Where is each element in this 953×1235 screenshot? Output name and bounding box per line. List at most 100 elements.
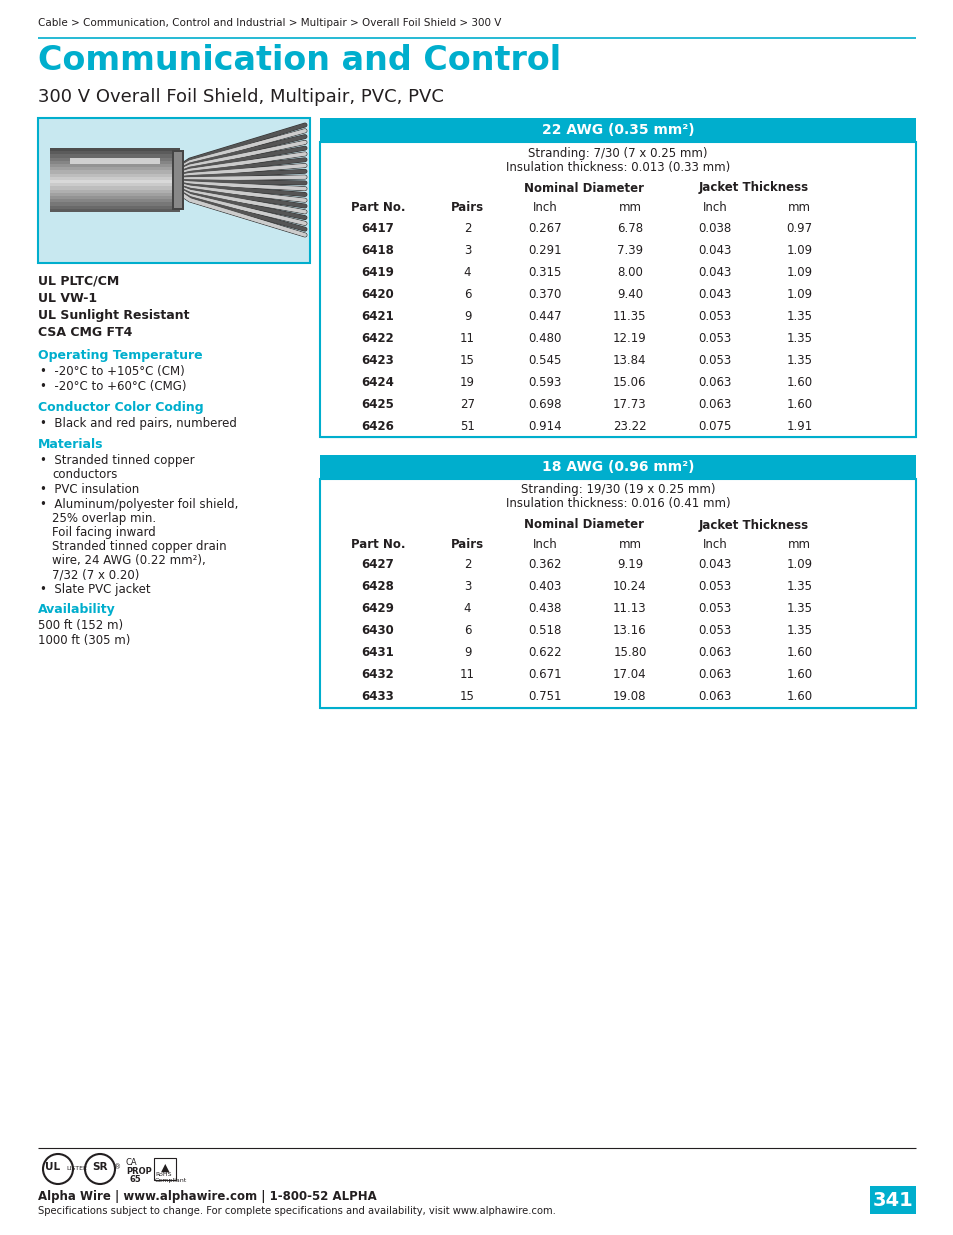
Text: Part No.: Part No. <box>351 538 405 551</box>
Bar <box>319 576 915 598</box>
Text: 11: 11 <box>459 331 475 345</box>
Bar <box>319 555 915 576</box>
Text: 1.60: 1.60 <box>786 668 812 682</box>
Text: •  -20°C to +60°C (CMG): • -20°C to +60°C (CMG) <box>40 380 186 393</box>
Bar <box>50 180 180 184</box>
Text: Conductor Color Coding: Conductor Color Coding <box>38 401 203 414</box>
Text: Inch: Inch <box>701 538 726 551</box>
Text: Inch: Inch <box>532 538 557 551</box>
Text: 0.053: 0.053 <box>698 603 731 615</box>
Text: Stranding: 7/30 (7 x 0.25 mm): Stranding: 7/30 (7 x 0.25 mm) <box>528 147 707 159</box>
Text: 1.09: 1.09 <box>786 266 812 279</box>
Text: 300 V Overall Foil Shield, Multipair, PVC, PVC: 300 V Overall Foil Shield, Multipair, PV… <box>38 88 443 106</box>
Bar <box>319 642 915 664</box>
Text: 51: 51 <box>459 420 475 432</box>
Text: 1.09: 1.09 <box>786 558 812 572</box>
Bar <box>319 119 915 142</box>
Bar <box>319 598 915 620</box>
Bar <box>50 196 180 200</box>
Bar <box>319 350 915 370</box>
Text: 0.063: 0.063 <box>698 668 731 682</box>
Bar <box>319 515 915 535</box>
Text: 0.291: 0.291 <box>528 243 561 257</box>
Bar <box>319 142 915 178</box>
Bar <box>70 158 160 164</box>
Text: 6: 6 <box>463 625 471 637</box>
Bar <box>50 167 180 170</box>
Text: •  PVC insulation: • PVC insulation <box>40 483 139 496</box>
Text: Jacket Thickness: Jacket Thickness <box>698 182 808 194</box>
Bar <box>319 240 915 261</box>
Text: 6419: 6419 <box>361 266 395 279</box>
Text: 65: 65 <box>130 1174 142 1184</box>
Text: Stranding: 19/30 (19 x 0.25 mm): Stranding: 19/30 (19 x 0.25 mm) <box>520 483 715 496</box>
Text: 0.038: 0.038 <box>698 221 731 235</box>
Text: 0.518: 0.518 <box>528 625 561 637</box>
Text: 1.35: 1.35 <box>786 603 812 615</box>
Bar <box>172 149 184 210</box>
Bar <box>50 186 180 190</box>
Text: mm: mm <box>618 201 640 214</box>
Text: 0.447: 0.447 <box>528 310 561 322</box>
Text: 1.60: 1.60 <box>786 375 812 389</box>
Text: 18 AWG (0.96 mm²): 18 AWG (0.96 mm²) <box>541 459 694 474</box>
Text: 9: 9 <box>463 310 471 322</box>
Bar <box>50 151 180 154</box>
Text: 6421: 6421 <box>361 310 395 322</box>
Bar <box>319 370 915 393</box>
Text: PROP: PROP <box>126 1167 152 1176</box>
Text: 3: 3 <box>463 243 471 257</box>
Text: 6431: 6431 <box>361 646 395 659</box>
Text: 6422: 6422 <box>361 331 395 345</box>
Text: •  Stranded tinned copper: • Stranded tinned copper <box>40 454 194 467</box>
Text: 22 AWG (0.35 mm²): 22 AWG (0.35 mm²) <box>541 124 694 137</box>
Text: 8.00: 8.00 <box>617 266 642 279</box>
Bar <box>319 535 915 555</box>
Text: 0.698: 0.698 <box>528 398 561 410</box>
Text: UL PLTC/CM: UL PLTC/CM <box>38 275 119 288</box>
Text: conductors: conductors <box>52 468 117 480</box>
Bar <box>50 205 180 209</box>
Text: 13.16: 13.16 <box>613 625 646 637</box>
Bar <box>319 283 915 305</box>
Text: ▲: ▲ <box>161 1163 169 1173</box>
Bar <box>50 148 180 152</box>
Text: CSA CMG FT4: CSA CMG FT4 <box>38 326 132 338</box>
Text: 6418: 6418 <box>361 243 395 257</box>
Text: Compliant: Compliant <box>154 1178 187 1183</box>
Text: 15.80: 15.80 <box>613 646 646 659</box>
Bar <box>319 664 915 685</box>
Text: 2: 2 <box>463 221 471 235</box>
Text: •  -20°C to +105°C (CM): • -20°C to +105°C (CM) <box>40 366 185 378</box>
Text: 6429: 6429 <box>361 603 395 615</box>
Bar <box>319 178 915 198</box>
Text: 2: 2 <box>463 558 471 572</box>
Text: 3: 3 <box>463 580 471 594</box>
Text: UL Sunlight Resistant: UL Sunlight Resistant <box>38 309 190 322</box>
Text: 341: 341 <box>872 1191 912 1209</box>
Text: 0.063: 0.063 <box>698 646 731 659</box>
Text: 0.075: 0.075 <box>698 420 731 432</box>
Bar <box>50 170 180 174</box>
Text: 9: 9 <box>463 646 471 659</box>
Text: LISTEE: LISTEE <box>66 1167 87 1172</box>
Bar <box>38 119 310 263</box>
Text: wire, 24 AWG (0.22 mm²),: wire, 24 AWG (0.22 mm²), <box>52 555 206 567</box>
Text: 1.91: 1.91 <box>786 420 812 432</box>
Bar <box>50 183 180 186</box>
Text: Materials: Materials <box>38 438 103 451</box>
Text: 0.267: 0.267 <box>528 221 561 235</box>
Text: 0.043: 0.043 <box>698 266 731 279</box>
Text: Nominal Diameter: Nominal Diameter <box>523 519 643 531</box>
Text: Inch: Inch <box>701 201 726 214</box>
Text: 6426: 6426 <box>361 420 395 432</box>
Text: 6423: 6423 <box>361 353 395 367</box>
Bar <box>319 198 915 217</box>
Bar <box>50 174 180 178</box>
Text: 0.043: 0.043 <box>698 288 731 300</box>
Text: Insulation thickness: 0.013 (0.33 mm): Insulation thickness: 0.013 (0.33 mm) <box>505 161 729 173</box>
Text: 15.06: 15.06 <box>613 375 646 389</box>
Text: 6428: 6428 <box>361 580 395 594</box>
Bar <box>319 620 915 642</box>
Text: 13.84: 13.84 <box>613 353 646 367</box>
